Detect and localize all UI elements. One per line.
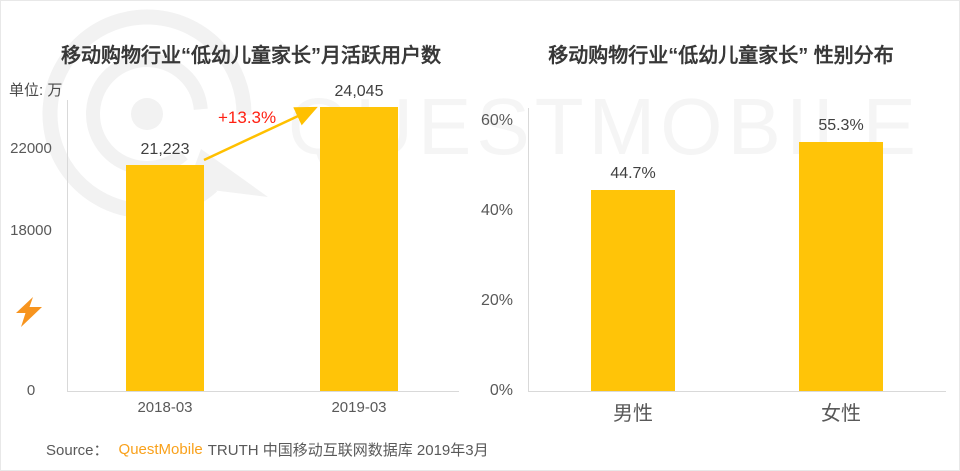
left-ytick-18000: 18000 — [10, 222, 52, 239]
value-label-male: 44.7% — [610, 165, 656, 182]
bar-male — [591, 190, 675, 391]
growth-arrow-icon — [203, 106, 318, 162]
value-label-female: 55.3% — [818, 117, 864, 134]
left-ytick-22000: 22000 — [10, 140, 52, 157]
source-brand-questmobile: QuestMobile — [118, 441, 203, 458]
right-ytick-60: 60% — [480, 112, 513, 129]
growth-annotation: +13.3% — [218, 108, 277, 127]
source-line: Source： QuestMobile TRUTH 中国移动互联网数据库 201… — [46, 439, 489, 460]
right-y-axis-line — [528, 108, 529, 392]
value-label-2018-03: 21,223 — [140, 141, 190, 158]
left-xlabel-2018-03: 2018-03 — [137, 399, 193, 416]
right-chart-title: 移动购物行业“低幼儿童家长” 性别分布 — [548, 45, 894, 67]
left-chart-title: 移动购物行业“低幼儿童家长”月活跃用户数 — [61, 45, 441, 67]
left-chart-unit-label: 单位: 万 — [9, 82, 63, 99]
left-x-axis-line — [67, 391, 459, 392]
right-xlabel-male: 男性 — [613, 403, 653, 425]
right-x-axis-line — [528, 391, 946, 392]
lightning-icon — [16, 297, 42, 327]
right-ytick-20: 20% — [480, 292, 513, 309]
source-suffix: TRUTH 中国移动互联网数据库 2019年3月 — [207, 442, 489, 459]
bar-female — [799, 142, 883, 391]
left-xlabel-2019-03: 2019-03 — [331, 399, 387, 416]
left-ytick-0: 0 — [26, 382, 36, 399]
right-ytick-0: 0% — [489, 382, 513, 399]
source-prefix: Source： — [46, 442, 109, 459]
value-label-2019-03: 24,045 — [334, 83, 384, 100]
left-y-axis-line — [67, 100, 68, 392]
questmobile-logo-watermark-icon — [42, 9, 268, 219]
right-ytick-40: 40% — [480, 202, 513, 219]
bar-2019-03 — [320, 107, 398, 391]
right-xlabel-female: 女性 — [821, 403, 861, 425]
bar-2018-03 — [126, 165, 204, 391]
